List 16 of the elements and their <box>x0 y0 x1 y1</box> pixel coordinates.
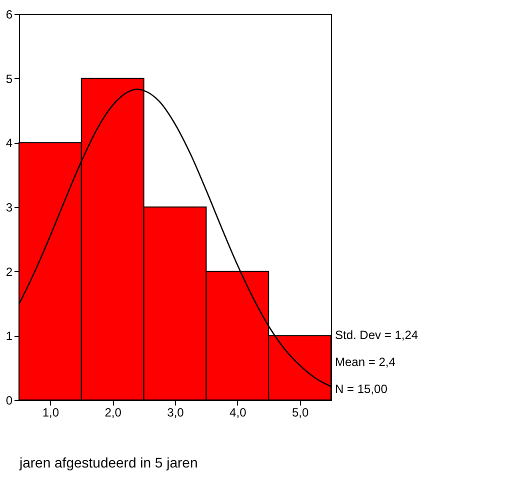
y-tick-label: 4 <box>6 136 13 150</box>
y-tick-label: 1 <box>6 329 13 344</box>
x-tick-label: 5,0 <box>292 406 309 420</box>
x-tick-label: 3,0 <box>167 406 184 420</box>
x-tick-label: 2,0 <box>104 406 122 420</box>
text: Mean = 2,4 <box>335 355 396 369</box>
x-tick-label: 1,0 <box>42 406 60 420</box>
y-tick-label: 6 <box>6 8 13 22</box>
x-tick-label: 4,0 <box>230 406 247 420</box>
y-tick-label: 2 <box>6 264 13 279</box>
y-tick-label: 0 <box>6 394 13 408</box>
y-tick-label: 5 <box>6 72 13 86</box>
text: N = 15,00 <box>335 382 388 396</box>
y-tick-label: 3 <box>6 200 13 214</box>
x-axis-title: jaren afgestudeerd in 5 jaren <box>18 454 198 470</box>
text: Std. Dev = 1,24 <box>335 328 418 342</box>
